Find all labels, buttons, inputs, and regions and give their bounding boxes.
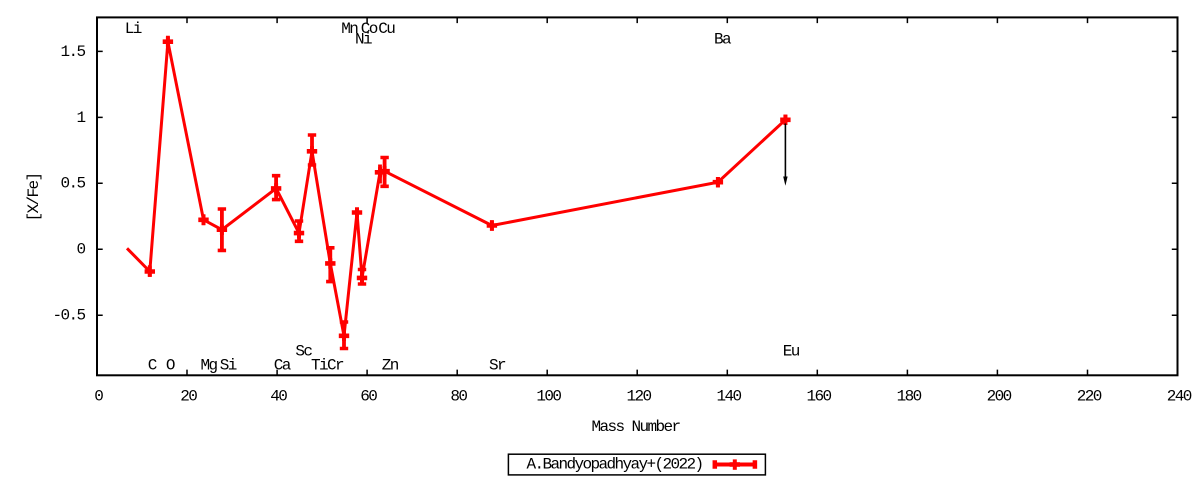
- svg-text:1.5: 1.5: [60, 43, 85, 61]
- svg-text:[X/Fe]: [X/Fe]: [25, 173, 43, 221]
- svg-text:220: 220: [1077, 388, 1102, 406]
- svg-text:200: 200: [987, 388, 1012, 406]
- svg-text:240: 240: [1167, 388, 1192, 406]
- svg-text:Sc: Sc: [295, 343, 312, 361]
- svg-text:Si: Si: [220, 357, 237, 375]
- svg-text:Ni: Ni: [355, 30, 372, 48]
- svg-text:O: O: [166, 357, 175, 375]
- svg-text:1: 1: [76, 109, 85, 127]
- svg-text:20: 20: [180, 388, 197, 406]
- svg-text:C: C: [148, 357, 157, 375]
- svg-text:Zn: Zn: [382, 357, 399, 375]
- svg-text:160: 160: [806, 388, 831, 406]
- svg-text:0: 0: [94, 388, 103, 406]
- svg-text:Eu: Eu: [783, 343, 800, 361]
- svg-text:TiCr: TiCr: [311, 357, 344, 375]
- svg-text:80: 80: [450, 388, 467, 406]
- svg-text:100: 100: [536, 388, 561, 406]
- svg-text:Mg: Mg: [200, 357, 217, 375]
- svg-text:0: 0: [76, 241, 85, 259]
- svg-text:180: 180: [897, 388, 922, 406]
- svg-text:120: 120: [626, 388, 651, 406]
- svg-text:Mn: Mn: [341, 20, 358, 38]
- svg-text:Ba: Ba: [714, 30, 732, 48]
- svg-text:0.5: 0.5: [60, 175, 85, 193]
- svg-text:40: 40: [270, 388, 287, 406]
- svg-text:Li: Li: [125, 20, 142, 38]
- svg-text:Ca: Ca: [274, 357, 292, 375]
- svg-text:Sr: Sr: [489, 357, 506, 375]
- svg-text:-0.5: -0.5: [52, 307, 85, 325]
- svg-text:60: 60: [360, 388, 377, 406]
- svg-text:140: 140: [716, 388, 741, 406]
- svg-text:Co: Co: [361, 20, 378, 38]
- svg-text:Mass Number: Mass Number: [591, 418, 680, 436]
- svg-text:Cu: Cu: [378, 20, 395, 38]
- svg-text:A.Bandyopadhyay+(2022): A.Bandyopadhyay+(2022): [527, 456, 703, 474]
